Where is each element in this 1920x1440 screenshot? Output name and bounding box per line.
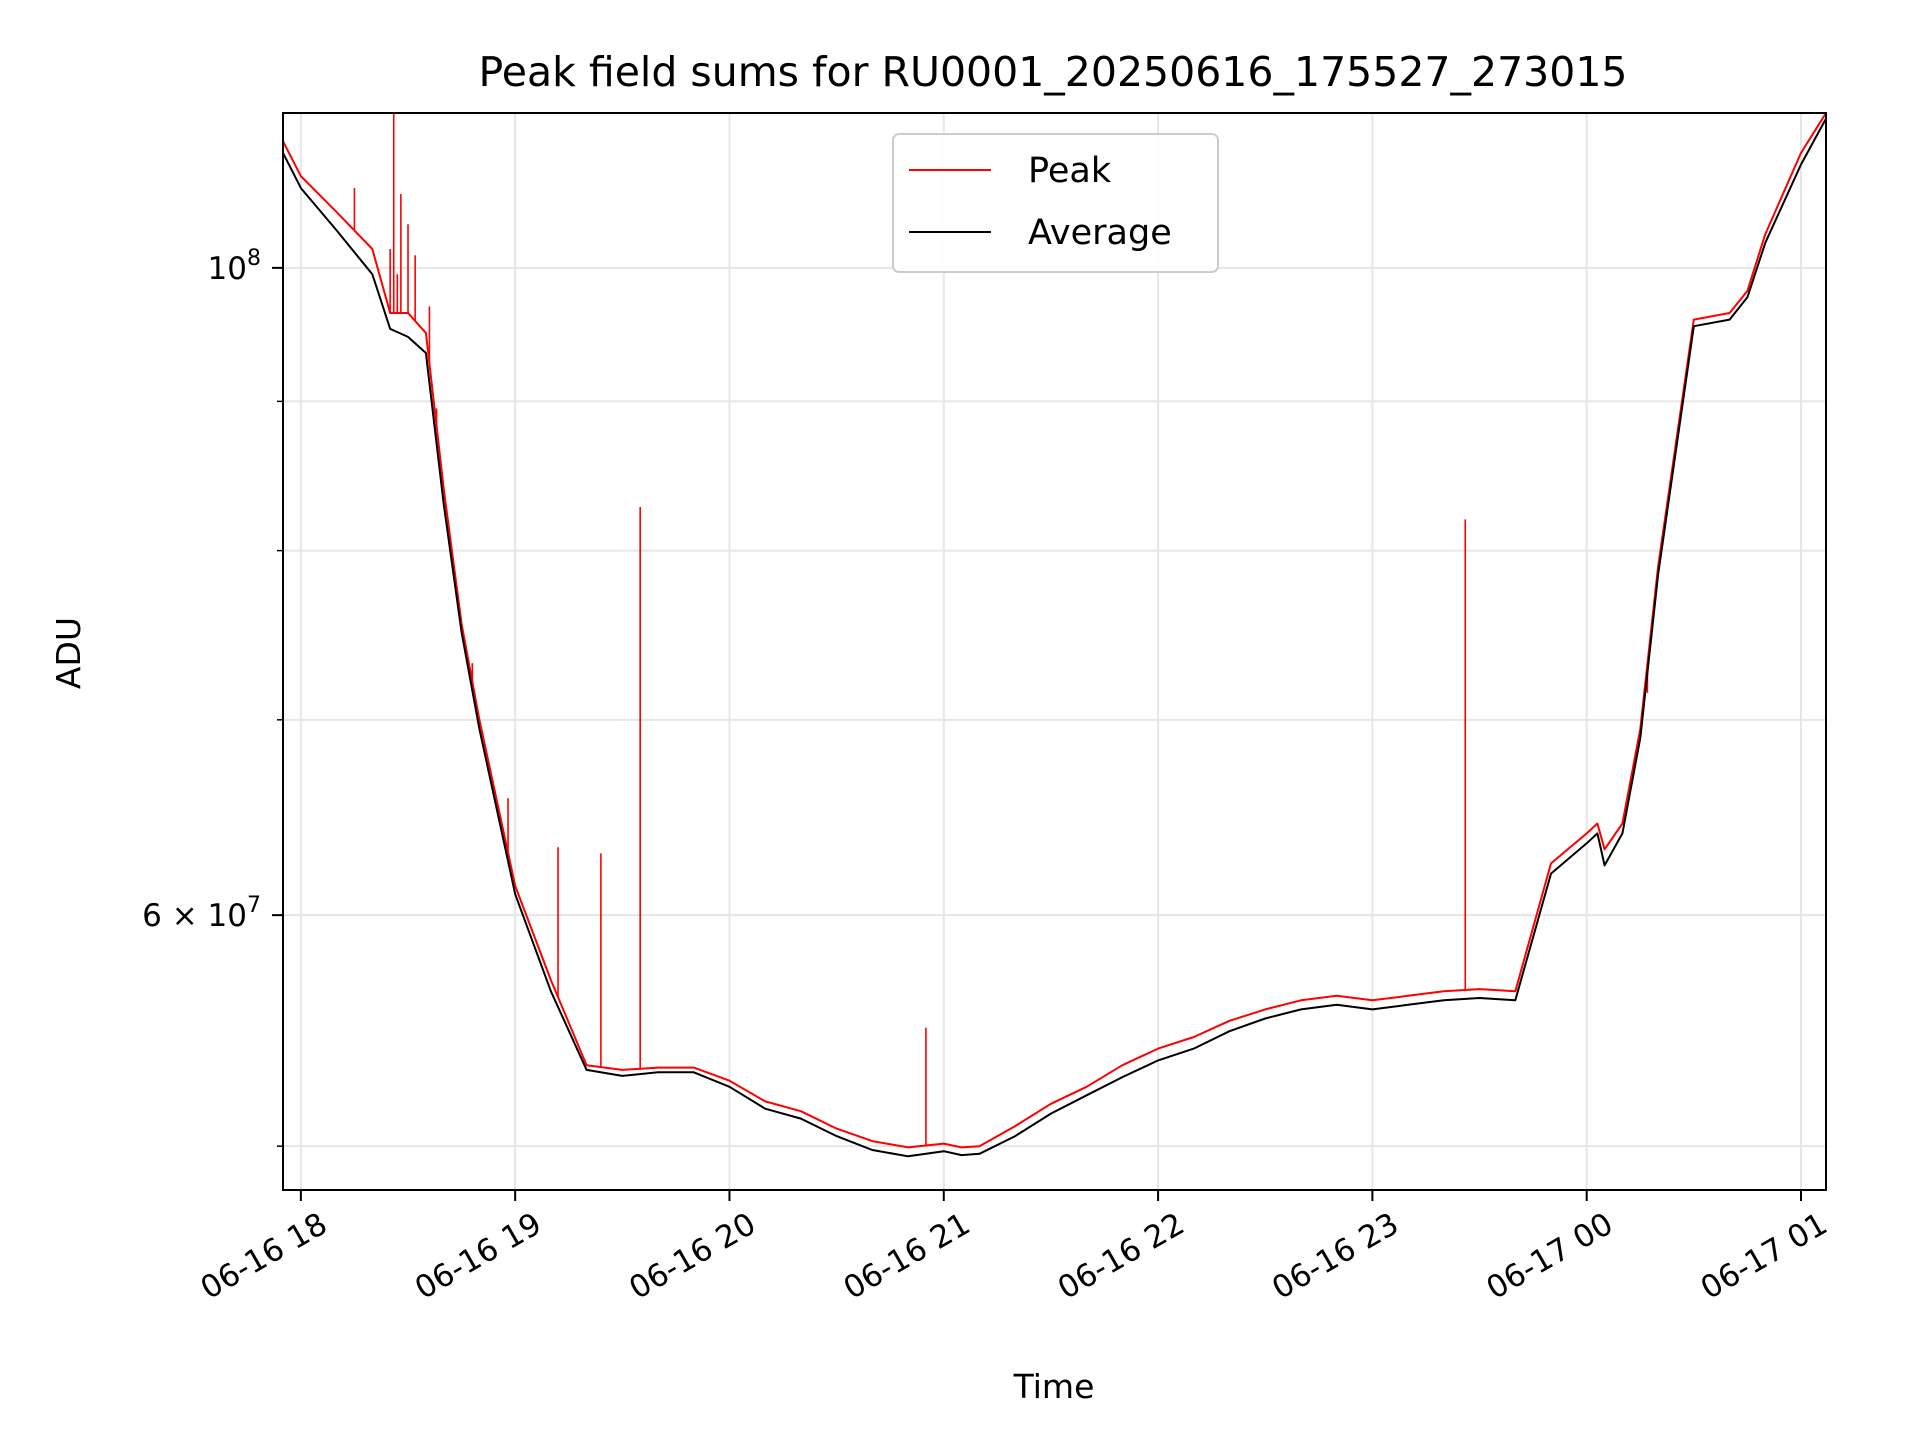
legend-box xyxy=(892,133,1219,273)
series-line-average xyxy=(283,118,1826,1158)
y-axis-label: ADU xyxy=(49,617,88,689)
legend: Peak Average xyxy=(892,133,1219,273)
legend-label-average: Average xyxy=(1028,213,1172,253)
y-axis-ticks: 6 × 107 108 xyxy=(142,246,283,1147)
y-tick-label: 108 xyxy=(208,246,261,287)
plot-area xyxy=(283,113,1826,1158)
series-lines xyxy=(283,113,1826,1158)
plot-frame xyxy=(282,112,1827,1191)
x-axis-label: Time xyxy=(1013,1367,1095,1406)
chart-title: Peak field sums for RU0001_20250616_1755… xyxy=(478,48,1627,96)
legend-label-peak: Peak xyxy=(1028,151,1112,191)
series-line-peak xyxy=(283,113,1826,1149)
peak-spikes xyxy=(353,113,1649,1146)
y-tick-label: 6 × 107 xyxy=(142,893,261,934)
